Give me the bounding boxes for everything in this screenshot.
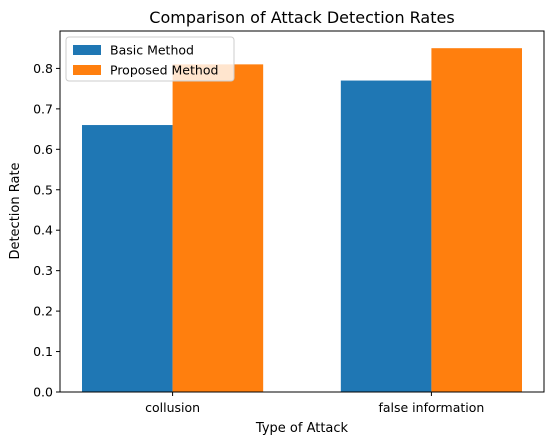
y-tick-label: 0.7 [33,101,53,116]
bar [340,80,432,393]
legend-swatch [73,45,101,55]
x-tick-label: collusion [145,400,200,415]
legend-swatch [73,65,101,75]
y-tick-label: 0.4 [33,223,53,238]
bar [431,48,522,392]
y-tick-label: 0.5 [33,182,53,197]
y-tick-label: 0.3 [33,263,53,278]
y-tick-label: 0.6 [33,142,53,157]
y-axis-label: Detection Rate [8,162,23,259]
y-tick-label: 0.0 [33,385,53,400]
y-tick-label: 0.1 [33,344,53,359]
legend-label: Proposed Method [110,63,218,78]
y-tick-label: 0.8 [33,61,53,76]
plot-frame [59,30,545,393]
y-axis: 0.0 0.1 0.2 0.3 0.4 0.5 0.6 0.7 0.8 [33,61,60,400]
bar [82,125,173,392]
y-tick-label: 0.2 [33,304,53,319]
legend: Basic Method Proposed Method [65,36,235,82]
legend-box [65,36,235,82]
bar [172,64,264,392]
x-axis: collusion false information [145,392,484,415]
x-tick-label: false information [378,400,484,415]
legend-label: Basic Method [110,43,194,58]
chart-title: Comparison of Attack Detection Rates [149,8,454,27]
bars-group [82,48,522,393]
x-axis-label: Type of Attack [255,421,349,436]
